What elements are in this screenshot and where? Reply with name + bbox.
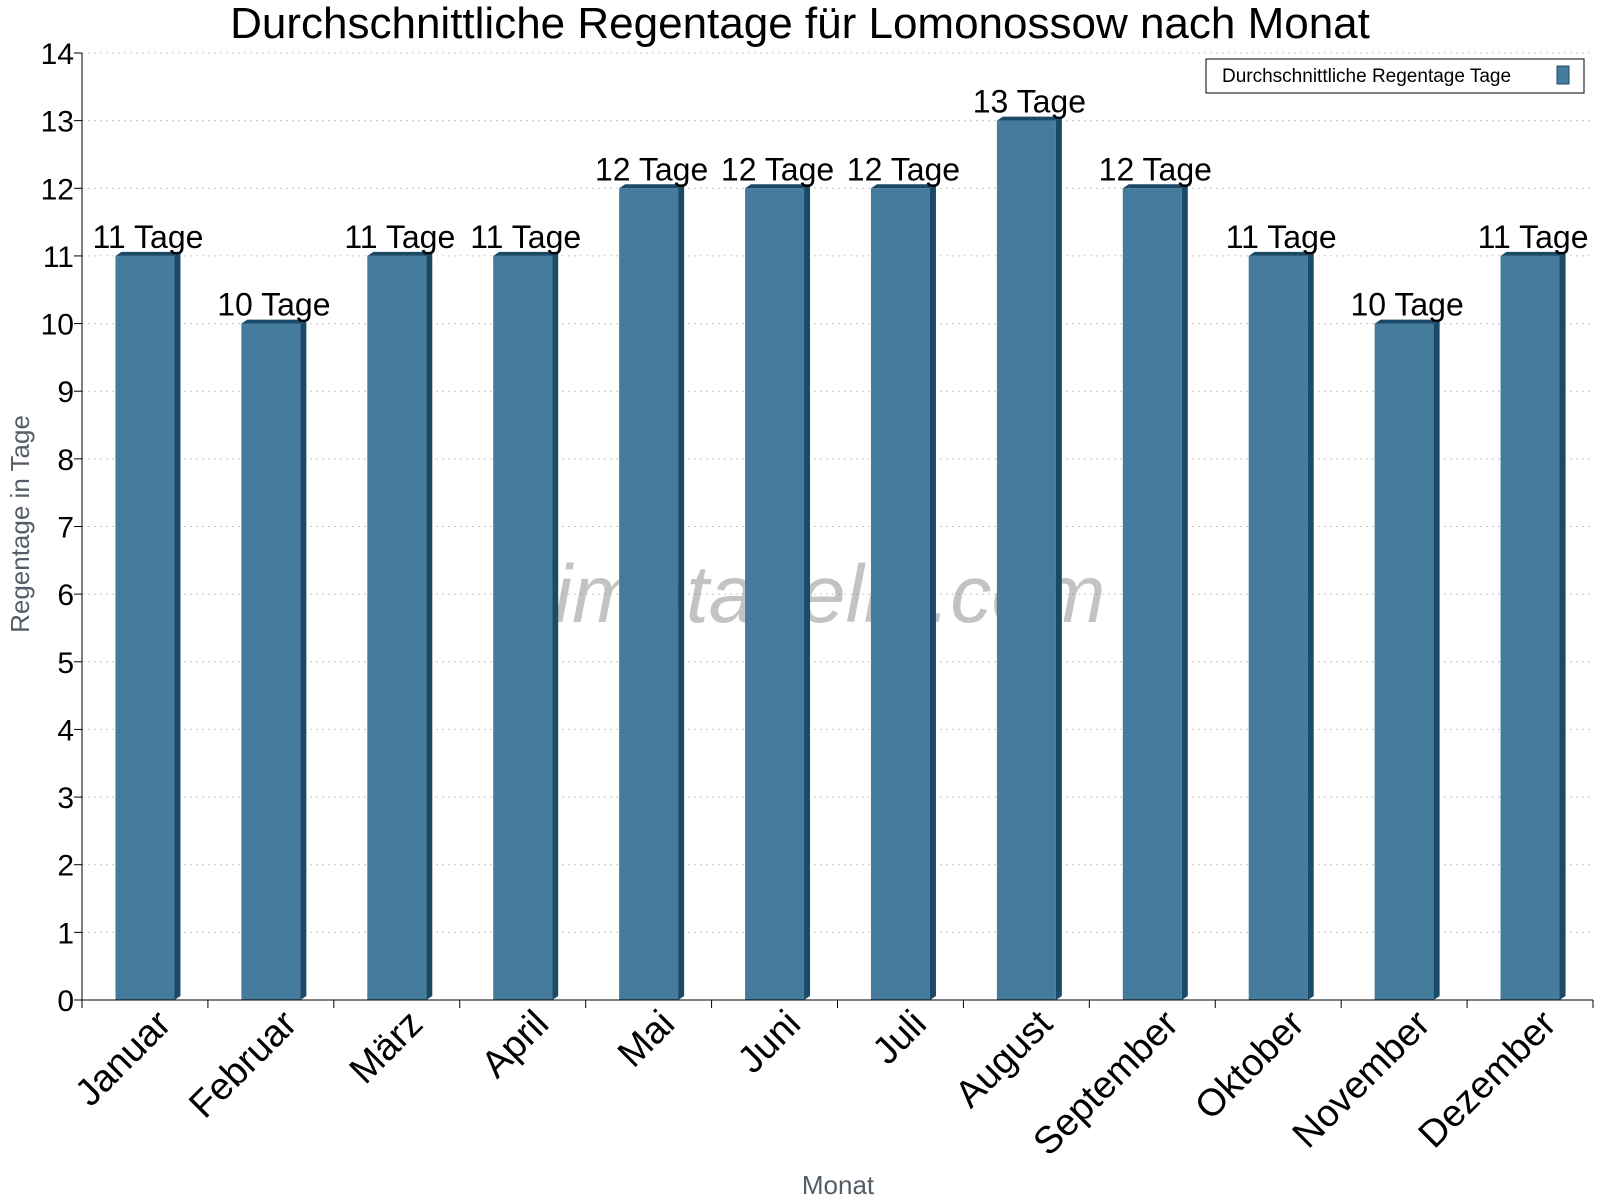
y-tick-label: 9 bbox=[57, 376, 74, 409]
x-tick-label: Mai bbox=[610, 1003, 683, 1076]
data-label: 11 Tage bbox=[344, 219, 455, 255]
x-tick-label: Januar bbox=[67, 1002, 179, 1114]
bar-top bbox=[115, 251, 181, 256]
x-tick-label: Juli bbox=[865, 1003, 935, 1073]
bar-juni bbox=[745, 184, 811, 1001]
x-tick-label: Dezember bbox=[1411, 1002, 1565, 1156]
bar-juli bbox=[870, 184, 936, 1001]
y-tick-label: 12 bbox=[41, 173, 74, 206]
bar bbox=[870, 188, 930, 1001]
bar-side bbox=[1181, 184, 1188, 1001]
y-tick-label: 10 bbox=[41, 309, 74, 342]
data-label: 11 Tage bbox=[1226, 219, 1337, 255]
x-tick-label: Oktober bbox=[1187, 1002, 1313, 1128]
bar bbox=[745, 188, 805, 1001]
bar bbox=[1500, 255, 1560, 1000]
bar-top bbox=[996, 116, 1062, 121]
bar-side bbox=[1307, 251, 1314, 1000]
data-label: 12 Tage bbox=[595, 151, 708, 187]
bar-side bbox=[678, 184, 685, 1001]
x-tick-label: November bbox=[1285, 1002, 1439, 1156]
bar bbox=[996, 120, 1056, 1000]
bar-top bbox=[1374, 319, 1440, 324]
y-tick-label: 1 bbox=[57, 917, 74, 950]
bar-november bbox=[1374, 319, 1440, 1001]
bar-side bbox=[552, 251, 559, 1000]
x-tick-label: August bbox=[947, 1002, 1061, 1116]
bar-mai bbox=[619, 184, 685, 1001]
bar-side bbox=[929, 184, 936, 1001]
legend-swatch bbox=[1556, 65, 1570, 85]
data-label: 12 Tage bbox=[721, 151, 834, 187]
y-tick-label: 6 bbox=[57, 579, 74, 612]
x-tick-label: März bbox=[342, 1003, 431, 1092]
bar bbox=[1374, 323, 1434, 1001]
y-tick-label: 13 bbox=[41, 106, 74, 139]
y-tick-label: 2 bbox=[57, 850, 74, 883]
legend: Durchschnittliche Regentage Tage bbox=[1205, 58, 1585, 94]
legend-box bbox=[1205, 58, 1585, 94]
bar bbox=[619, 188, 679, 1001]
bar-top bbox=[367, 251, 433, 256]
bar bbox=[241, 323, 301, 1001]
legend-label: Durchschnittliche Regentage Tage bbox=[1222, 66, 1511, 87]
data-label: 12 Tage bbox=[1099, 151, 1212, 187]
data-label: 11 Tage bbox=[92, 219, 203, 255]
y-axis-title: Regentage in Tage bbox=[5, 415, 35, 633]
bar-top bbox=[745, 184, 811, 189]
bar-side bbox=[1559, 251, 1566, 1000]
x-axis-title: Monat bbox=[802, 1170, 875, 1200]
bar bbox=[367, 255, 427, 1000]
bar-januar bbox=[115, 251, 181, 1000]
bar-oktober bbox=[1248, 251, 1314, 1000]
bar-side bbox=[426, 251, 433, 1000]
y-tick-label: 7 bbox=[57, 512, 74, 545]
data-label: 11 Tage bbox=[470, 219, 581, 255]
bar-side bbox=[300, 319, 307, 1001]
bar-top bbox=[1248, 251, 1314, 256]
y-tick-label: 3 bbox=[57, 782, 74, 815]
y-tick-label: 11 bbox=[43, 241, 74, 274]
y-tick-label: 8 bbox=[57, 444, 74, 477]
bar-side bbox=[1433, 319, 1440, 1001]
bar-top bbox=[870, 184, 936, 189]
bar-side bbox=[174, 251, 181, 1000]
x-tick-label: April bbox=[474, 1003, 557, 1086]
bar-dezember bbox=[1500, 251, 1566, 1000]
data-label: 11 Tage bbox=[1478, 219, 1589, 255]
y-tick-label: 14 bbox=[41, 38, 74, 71]
bar-side bbox=[1055, 116, 1062, 1000]
bar-april bbox=[493, 251, 559, 1000]
bars bbox=[115, 116, 1566, 1001]
bar-august bbox=[996, 116, 1062, 1000]
chart-title: Durchschnittliche Regentage für Lomonoss… bbox=[230, 0, 1370, 48]
data-label: 10 Tage bbox=[217, 287, 330, 323]
bar bbox=[1248, 255, 1308, 1000]
y-tick-label: 5 bbox=[57, 647, 74, 680]
bar bbox=[1122, 188, 1182, 1001]
bar-side bbox=[804, 184, 811, 1001]
bar-top bbox=[1500, 251, 1566, 256]
bar bbox=[493, 255, 553, 1000]
x-tick-label: Juni bbox=[730, 1003, 809, 1082]
bar-top bbox=[1122, 184, 1188, 189]
y-tick-label: 0 bbox=[57, 985, 74, 1018]
bar bbox=[115, 255, 175, 1000]
bar-september bbox=[1122, 184, 1188, 1001]
y-tick-label: 4 bbox=[57, 714, 74, 747]
bar-februar bbox=[241, 319, 307, 1001]
data-label: 13 Tage bbox=[973, 84, 1086, 120]
bar-top bbox=[241, 319, 307, 324]
bar-top bbox=[493, 251, 559, 256]
bar-märz bbox=[367, 251, 433, 1000]
x-tick-label: Februar bbox=[181, 1002, 305, 1126]
gridlines bbox=[82, 52, 1593, 933]
data-labels: 11 Tage 10 Tage 11 Tage 11 Tage 12 Tage 12 Ta… bbox=[92, 84, 1588, 323]
bar-top bbox=[619, 184, 685, 189]
data-label: 12 Tage bbox=[847, 151, 960, 187]
data-label: 10 Tage bbox=[1350, 287, 1463, 323]
